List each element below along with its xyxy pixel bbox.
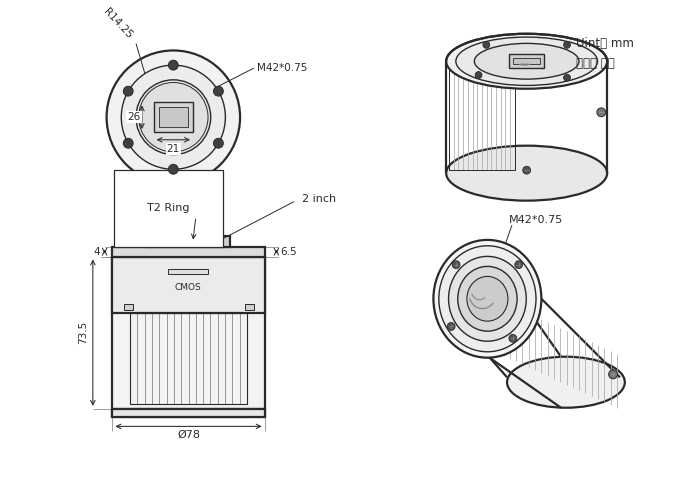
Circle shape [452, 260, 460, 268]
Ellipse shape [456, 37, 598, 86]
Circle shape [169, 60, 178, 70]
Circle shape [106, 50, 240, 184]
Text: Ø78: Ø78 [177, 430, 200, 440]
Ellipse shape [433, 240, 541, 358]
Circle shape [475, 72, 482, 78]
Circle shape [514, 260, 523, 268]
Circle shape [169, 164, 178, 174]
Ellipse shape [446, 146, 607, 201]
Circle shape [564, 74, 570, 81]
Text: 6.5: 6.5 [280, 246, 297, 256]
Bar [449, 64, 514, 170]
Bar [130, 312, 247, 404]
Circle shape [564, 42, 570, 48]
Bar [509, 54, 545, 68]
Circle shape [123, 86, 133, 96]
Circle shape [447, 322, 455, 330]
Ellipse shape [475, 44, 579, 79]
Circle shape [123, 138, 133, 148]
Ellipse shape [507, 356, 625, 408]
Text: 73.5: 73.5 [78, 321, 88, 344]
Text: R14.25: R14.25 [102, 7, 134, 40]
Bar [147, 236, 230, 247]
Ellipse shape [439, 246, 536, 352]
Text: 21: 21 [167, 144, 180, 154]
Circle shape [121, 65, 225, 170]
Ellipse shape [467, 276, 508, 321]
Circle shape [597, 108, 606, 116]
Ellipse shape [458, 266, 517, 331]
Circle shape [136, 80, 211, 154]
Text: CMOS: CMOS [175, 282, 202, 292]
Circle shape [483, 42, 490, 48]
Ellipse shape [449, 256, 526, 341]
Bar [113, 408, 265, 416]
Bar [113, 256, 265, 408]
Circle shape [214, 138, 223, 148]
Bar [113, 256, 265, 312]
Bar [125, 304, 133, 310]
Text: M42*0.75: M42*0.75 [510, 216, 564, 226]
Text: T2 Ring: T2 Ring [147, 204, 190, 214]
Circle shape [509, 334, 517, 342]
Bar [169, 270, 208, 274]
Text: M42*0.75: M42*0.75 [257, 63, 307, 73]
Ellipse shape [446, 34, 607, 88]
Text: 4: 4 [94, 246, 100, 256]
Circle shape [139, 82, 208, 152]
Circle shape [214, 86, 223, 96]
Bar [159, 108, 188, 127]
Text: 2 inch: 2 inch [302, 194, 336, 203]
Bar [154, 102, 193, 132]
Circle shape [523, 166, 531, 174]
Bar [113, 247, 265, 256]
Text: 11: 11 [194, 236, 207, 246]
Bar [245, 304, 254, 310]
Bar [513, 58, 540, 64]
Circle shape [608, 370, 617, 379]
Text: Uint： mm
单位： 毫米: Uint： mm 单位： 毫米 [575, 36, 634, 70]
Text: 26: 26 [127, 112, 141, 122]
